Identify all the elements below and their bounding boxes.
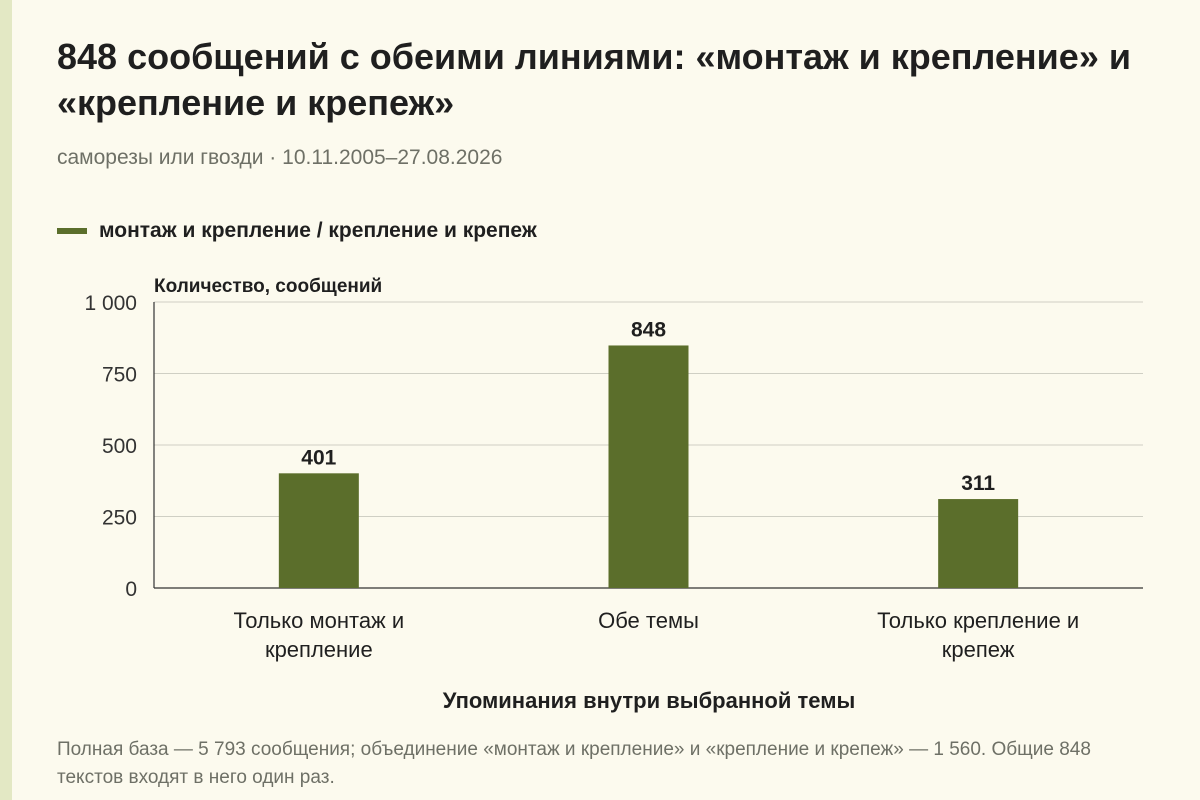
data-label: 848 xyxy=(631,318,666,341)
legend-label: монтаж и крепление / крепление и крепеж xyxy=(99,219,537,242)
legend-swatch xyxy=(57,228,87,234)
legend: монтаж и крепление / крепление и крепеж xyxy=(57,219,537,243)
x-tick-label: крепление xyxy=(265,637,373,662)
data-label: 401 xyxy=(301,446,336,469)
x-tick-label: Обе темы xyxy=(598,608,699,633)
y-tick-label: 1 000 xyxy=(84,292,137,315)
y-tick-label: 0 xyxy=(125,578,137,601)
y-tick-label: 500 xyxy=(102,435,137,458)
y-axis-label: Количество, сообщений xyxy=(154,276,382,297)
bar xyxy=(938,499,1019,588)
chart-subtitle: саморезы или гвозди · 10.11.2005–27.08.2… xyxy=(57,146,503,169)
x-tick-label: крепеж xyxy=(942,637,1015,662)
y-tick-label: 750 xyxy=(102,364,137,387)
bar xyxy=(608,345,689,588)
y-tick-label: 250 xyxy=(102,507,137,530)
accent-strip xyxy=(0,0,12,800)
x-tick-label: Только крепление и xyxy=(877,608,1079,633)
bar xyxy=(278,473,359,588)
data-label: 311 xyxy=(961,472,995,495)
footnote: Полная база — 5 793 сообщения; объединен… xyxy=(57,739,1091,788)
x-axis-label: Упоминания внутри выбранной темы xyxy=(443,688,856,713)
chart-title: 848 сообщений с обеими линиями: «монтаж … xyxy=(57,36,1131,123)
bar-chart: 0 250 500 750 1 000 Количество, сообщений 401 Т… xyxy=(84,276,1143,713)
x-tick-label: Только монтаж и xyxy=(233,608,404,633)
